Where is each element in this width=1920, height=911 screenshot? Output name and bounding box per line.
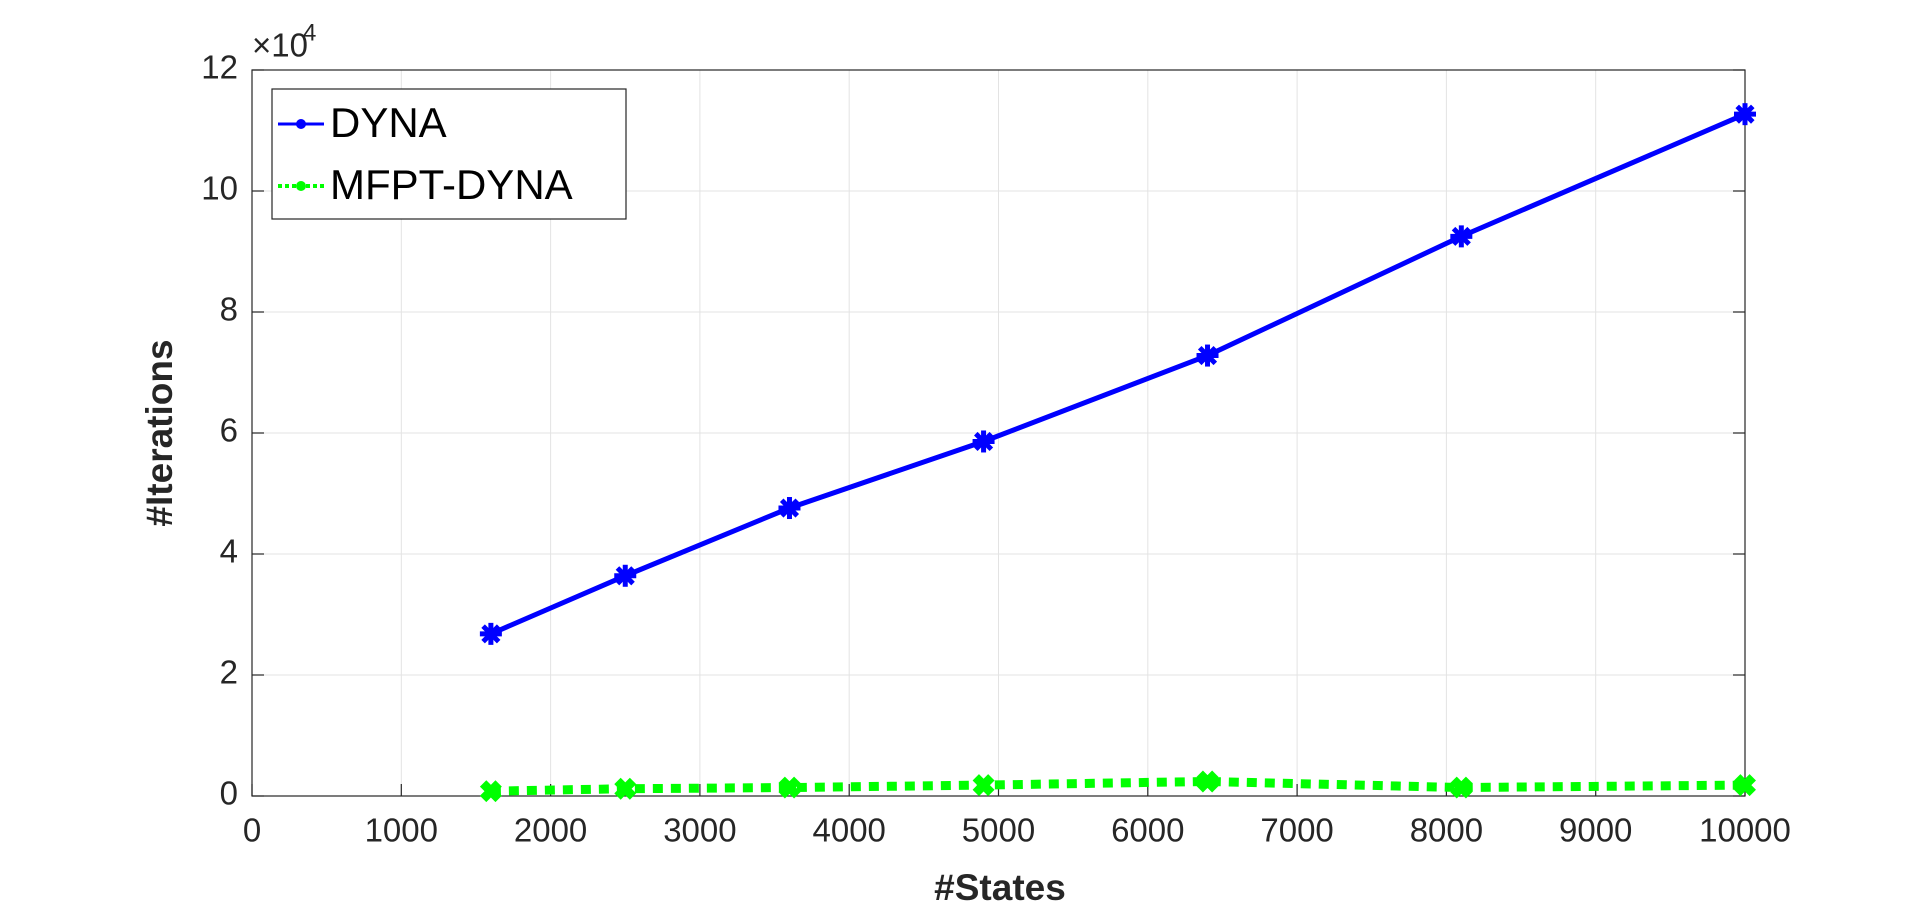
marker-stroke [615, 566, 635, 586]
x-tick-label: 4000 [812, 812, 885, 849]
series-line [490, 776, 1746, 796]
marker [479, 622, 502, 645]
x-tick-label: 1000 [365, 812, 438, 849]
marker [972, 430, 995, 453]
marker [1450, 225, 1473, 248]
legend-marker [296, 119, 306, 129]
series-line [489, 111, 1746, 637]
y-exponent-base: ×10 [252, 27, 308, 64]
y-exponent-power: 4 [303, 19, 316, 46]
plot-frame [251, 69, 1746, 797]
marker [1734, 103, 1756, 126]
marker [614, 564, 637, 587]
x-tick-label: 0 [243, 812, 261, 849]
x-tick-label: 6000 [1111, 812, 1184, 849]
legend-label: MFPT-DYNA [330, 161, 573, 208]
x-tick-label: 5000 [962, 812, 1035, 849]
legend-label: DYNA [330, 99, 447, 146]
y-tick-label: 10 [201, 170, 238, 207]
y-tick-label: 4 [220, 533, 238, 570]
x-tick-label: 3000 [663, 812, 736, 849]
marker-stroke [481, 624, 501, 644]
marker [1450, 776, 1473, 799]
marker-stroke [614, 777, 637, 800]
marker [778, 776, 801, 799]
marker-stroke [972, 774, 995, 797]
marker [479, 780, 502, 803]
x-tick-label: 10000 [1699, 812, 1791, 849]
marker [1196, 770, 1219, 793]
marker-stroke [479, 780, 502, 803]
legend: DYNA MFPT-DYNA [271, 88, 627, 220]
x-tick-label: 7000 [1260, 812, 1333, 849]
x-tick-label: 2000 [514, 812, 587, 849]
marker-stroke [1450, 776, 1473, 799]
marker-stroke [779, 498, 800, 518]
x-axis-label: #States [934, 867, 1066, 908]
marker-stroke [1197, 346, 1218, 366]
y-tick-label: 8 [220, 291, 238, 328]
marker-stroke [1735, 104, 1755, 124]
marker-stroke [1451, 226, 1471, 246]
y-tick-label: 6 [220, 412, 238, 449]
marker [972, 774, 995, 797]
marker-stroke [974, 431, 994, 452]
legend-marker [296, 181, 306, 191]
marker-stroke [1196, 770, 1219, 793]
legend-box [271, 88, 627, 220]
x-tick-label: 9000 [1559, 812, 1632, 849]
marker-stroke [1734, 774, 1756, 797]
marker-stroke [778, 776, 801, 799]
marker [778, 497, 801, 520]
y-tick-label: 2 [220, 654, 238, 691]
y-axis-label: #Iterations [139, 339, 180, 526]
y-tick-label: 0 [220, 775, 238, 812]
marker [1196, 344, 1219, 367]
y-tick-label: 12 [201, 49, 238, 86]
marker [614, 777, 637, 800]
x-tick-label: 8000 [1410, 812, 1483, 849]
marker [1734, 774, 1756, 797]
